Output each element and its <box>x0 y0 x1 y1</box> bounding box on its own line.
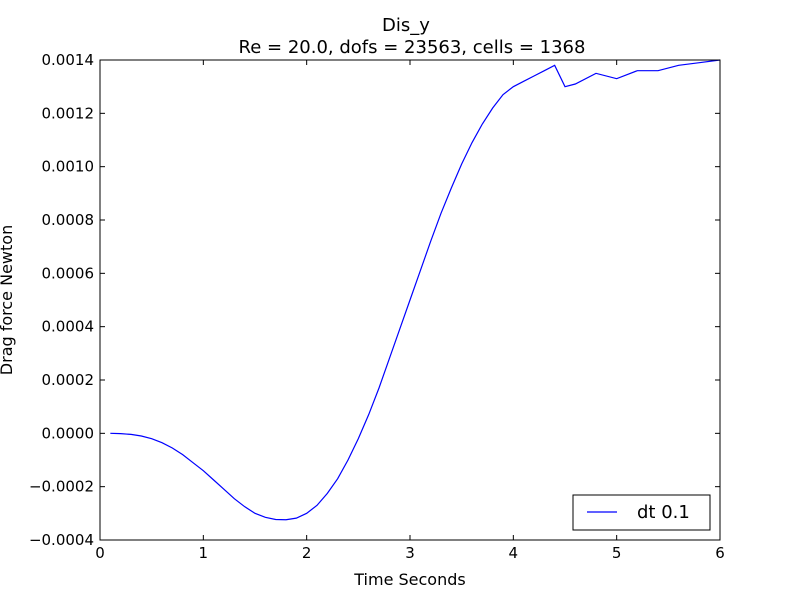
legend-entry-label: dt 0.1 <box>637 502 690 523</box>
y-tick-label: −0.0002 <box>29 478 94 496</box>
chart-title: Dis_y <box>382 15 430 36</box>
series-line <box>110 59 721 521</box>
plot-frame <box>99 59 721 541</box>
x-axis-label: Time Seconds <box>353 570 465 589</box>
x-tick-label: 6 <box>715 544 725 562</box>
y-tick-label: 0.0014 <box>42 51 95 69</box>
x-tick-label: 2 <box>302 544 312 562</box>
x-tick-label: 1 <box>199 544 209 562</box>
y-axis: −0.0004 −0.0002 0.0000 0.0002 0.0004 0.0006 0.… <box>29 51 720 549</box>
legend-box <box>572 494 711 531</box>
x-axis: 0 1 2 3 4 5 6 <box>95 60 725 562</box>
chart-subtitle: Re = 20.0, dofs = 23563, cells = 1368 <box>239 37 586 58</box>
y-tick-label: 0.0008 <box>42 211 95 229</box>
y-tick-label: 0.0002 <box>42 371 95 389</box>
y-tick-label: 0.0004 <box>42 318 95 336</box>
x-tick-label: 3 <box>405 544 415 562</box>
legend: dt 0.1 <box>572 494 711 531</box>
y-tick-label: −0.0004 <box>29 531 94 549</box>
y-axis-label: Drag force Newton <box>0 225 16 375</box>
y-tick-label: 0.0012 <box>42 104 95 122</box>
y-tick-label: 0.0000 <box>42 424 95 442</box>
y-tick-label: 0.0010 <box>42 158 95 176</box>
x-tick-label: 4 <box>509 544 519 562</box>
x-tick-label: 0 <box>95 544 105 562</box>
y-tick-label: 0.0006 <box>42 264 95 282</box>
x-tick-label: 5 <box>612 544 622 562</box>
